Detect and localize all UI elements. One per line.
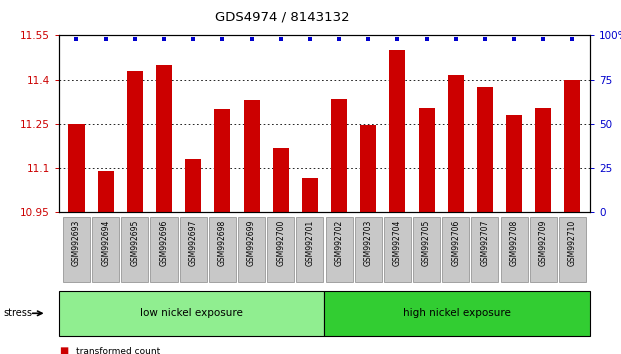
Text: GSM992704: GSM992704 — [393, 220, 402, 266]
Bar — [273, 148, 289, 212]
Bar — [68, 124, 84, 212]
Bar — [324, 291, 590, 336]
Text: GSM992696: GSM992696 — [160, 220, 168, 266]
Bar — [360, 125, 376, 212]
Bar — [296, 217, 324, 282]
Bar — [302, 178, 318, 212]
Bar — [63, 217, 90, 282]
Bar — [559, 217, 586, 282]
Bar — [384, 217, 411, 282]
Bar — [150, 217, 178, 282]
Text: ■: ■ — [59, 346, 68, 354]
Bar — [209, 217, 236, 282]
Text: GSM992697: GSM992697 — [189, 220, 197, 266]
Text: GSM992705: GSM992705 — [422, 220, 431, 266]
Bar — [185, 159, 201, 212]
Bar — [477, 87, 493, 212]
Text: GDS4974 / 8143132: GDS4974 / 8143132 — [215, 11, 349, 24]
Text: stress: stress — [3, 308, 32, 318]
Text: GSM992702: GSM992702 — [335, 220, 343, 266]
Text: GSM992706: GSM992706 — [451, 220, 460, 266]
Text: GSM992703: GSM992703 — [364, 220, 373, 266]
Bar — [389, 50, 406, 212]
Text: transformed count: transformed count — [76, 347, 161, 354]
Bar — [92, 217, 119, 282]
Text: GSM992700: GSM992700 — [276, 220, 285, 266]
Bar — [471, 217, 499, 282]
Bar — [121, 217, 148, 282]
Text: high nickel exposure: high nickel exposure — [403, 308, 511, 318]
Bar — [214, 109, 230, 212]
Bar — [267, 217, 294, 282]
Bar — [127, 71, 143, 212]
Bar — [501, 217, 528, 282]
Bar — [355, 217, 382, 282]
Bar — [506, 115, 522, 212]
Text: GSM992709: GSM992709 — [539, 220, 548, 266]
Bar — [179, 217, 207, 282]
Text: GSM992699: GSM992699 — [247, 220, 256, 266]
Text: GSM992701: GSM992701 — [306, 220, 314, 266]
Bar — [535, 108, 551, 212]
Text: low nickel exposure: low nickel exposure — [140, 308, 243, 318]
Bar — [59, 291, 325, 336]
Bar — [564, 80, 581, 212]
Bar — [238, 217, 265, 282]
Bar — [97, 171, 114, 212]
Text: GSM992708: GSM992708 — [510, 220, 519, 266]
Bar — [413, 217, 440, 282]
Text: GSM992694: GSM992694 — [101, 220, 110, 266]
Bar — [419, 108, 435, 212]
Bar — [156, 65, 172, 212]
Text: GSM992710: GSM992710 — [568, 220, 577, 266]
Bar — [530, 217, 557, 282]
Text: GSM992707: GSM992707 — [481, 220, 489, 266]
Text: GSM992698: GSM992698 — [218, 220, 227, 266]
Bar — [243, 100, 260, 212]
Bar — [448, 75, 464, 212]
Text: GSM992695: GSM992695 — [130, 220, 139, 266]
Bar — [331, 99, 347, 212]
Bar — [325, 217, 353, 282]
Bar — [442, 217, 469, 282]
Text: GSM992693: GSM992693 — [72, 220, 81, 266]
